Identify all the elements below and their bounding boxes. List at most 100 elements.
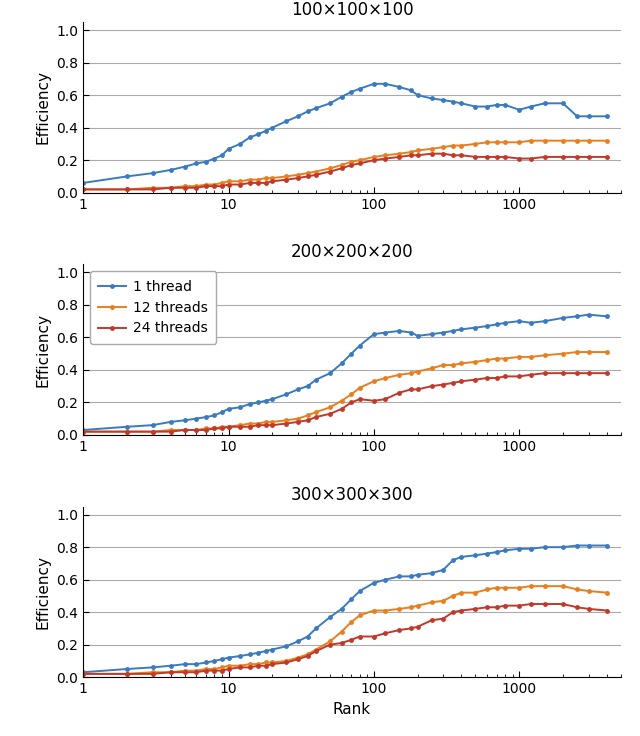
1 thread xyxy=(527,319,534,328)
12 threads xyxy=(254,419,262,428)
12 threads xyxy=(79,185,87,194)
24 threads xyxy=(449,608,457,617)
12 threads xyxy=(246,175,253,184)
1 thread xyxy=(312,375,320,384)
24 threads xyxy=(515,154,523,163)
12 threads xyxy=(236,662,244,670)
12 threads xyxy=(381,606,389,615)
1 thread xyxy=(211,657,218,665)
12 threads xyxy=(541,581,548,590)
1 thread xyxy=(370,79,378,88)
1 thread xyxy=(268,394,276,403)
1 thread xyxy=(123,172,131,181)
24 threads xyxy=(282,175,290,184)
24 threads xyxy=(527,600,534,609)
24 threads xyxy=(181,668,189,676)
12 threads xyxy=(304,169,312,177)
24 threads xyxy=(326,167,334,176)
12 threads xyxy=(167,425,175,434)
1 thread xyxy=(501,546,509,555)
1 thread xyxy=(483,549,491,558)
24 threads xyxy=(304,416,312,425)
24 threads xyxy=(268,659,276,668)
1 thread xyxy=(407,86,415,95)
24 threads xyxy=(294,655,301,664)
1 thread xyxy=(348,595,355,604)
24 threads xyxy=(79,427,87,436)
24 threads xyxy=(573,603,581,612)
24 threads xyxy=(167,668,175,676)
12 threads xyxy=(148,427,156,436)
1 thread xyxy=(370,330,378,339)
12 threads xyxy=(268,658,276,667)
1 thread xyxy=(414,91,422,99)
1 thread xyxy=(472,323,479,332)
1 thread xyxy=(356,587,364,595)
12 threads xyxy=(356,383,364,392)
1 thread xyxy=(573,312,581,321)
Y-axis label: Efficiency: Efficiency xyxy=(36,313,51,386)
12 threads xyxy=(326,403,334,411)
12 threads xyxy=(381,374,389,383)
24 threads xyxy=(428,382,436,391)
1 thread xyxy=(148,663,156,672)
1 thread xyxy=(541,316,548,325)
24 threads xyxy=(559,369,567,378)
24 threads xyxy=(225,665,232,673)
24 threads xyxy=(246,179,253,188)
12 threads xyxy=(181,182,189,191)
1 thread xyxy=(246,400,253,408)
24 threads xyxy=(407,385,415,394)
12 threads xyxy=(501,138,509,146)
12 threads xyxy=(262,417,269,426)
24 threads xyxy=(202,425,210,434)
1 thread xyxy=(356,341,364,350)
1 thread xyxy=(304,632,312,641)
12 threads xyxy=(381,151,389,160)
1 thread xyxy=(123,665,131,673)
24 threads xyxy=(312,413,320,422)
12 threads xyxy=(483,138,491,146)
12 threads xyxy=(483,355,491,364)
12 threads xyxy=(218,663,226,672)
24 threads xyxy=(449,151,457,160)
24 threads xyxy=(428,616,436,625)
24 threads xyxy=(603,369,611,378)
1 thread xyxy=(407,328,415,337)
24 threads xyxy=(573,152,581,161)
1 thread xyxy=(559,314,567,322)
24 threads xyxy=(501,372,509,381)
12 threads xyxy=(225,422,232,431)
1 thread xyxy=(338,604,346,613)
12 threads xyxy=(202,180,210,189)
1 thread xyxy=(458,99,465,107)
12 threads xyxy=(414,601,422,610)
1 thread xyxy=(79,668,87,676)
1 thread xyxy=(225,654,232,662)
24 threads xyxy=(294,417,301,426)
12 threads xyxy=(294,414,301,423)
12 threads xyxy=(541,351,548,360)
12 threads xyxy=(356,156,364,165)
12 threads xyxy=(483,585,491,594)
12 threads xyxy=(268,417,276,426)
12 threads xyxy=(181,666,189,675)
24 threads xyxy=(282,658,290,667)
24 threads xyxy=(268,421,276,430)
X-axis label: Rank: Rank xyxy=(333,701,371,717)
1 thread xyxy=(282,117,290,126)
12 threads xyxy=(407,603,415,612)
1 thread xyxy=(603,541,611,550)
Line: 1 thread: 1 thread xyxy=(81,543,609,675)
12 threads xyxy=(396,149,403,158)
24 threads xyxy=(472,152,479,161)
12 threads xyxy=(440,143,447,152)
12 threads xyxy=(338,160,346,169)
Line: 12 threads: 12 threads xyxy=(81,350,609,434)
24 threads xyxy=(356,632,364,641)
1 thread xyxy=(381,79,389,88)
Line: 12 threads: 12 threads xyxy=(81,584,609,676)
1 thread xyxy=(181,659,189,668)
1 thread xyxy=(236,403,244,411)
12 threads xyxy=(428,364,436,372)
